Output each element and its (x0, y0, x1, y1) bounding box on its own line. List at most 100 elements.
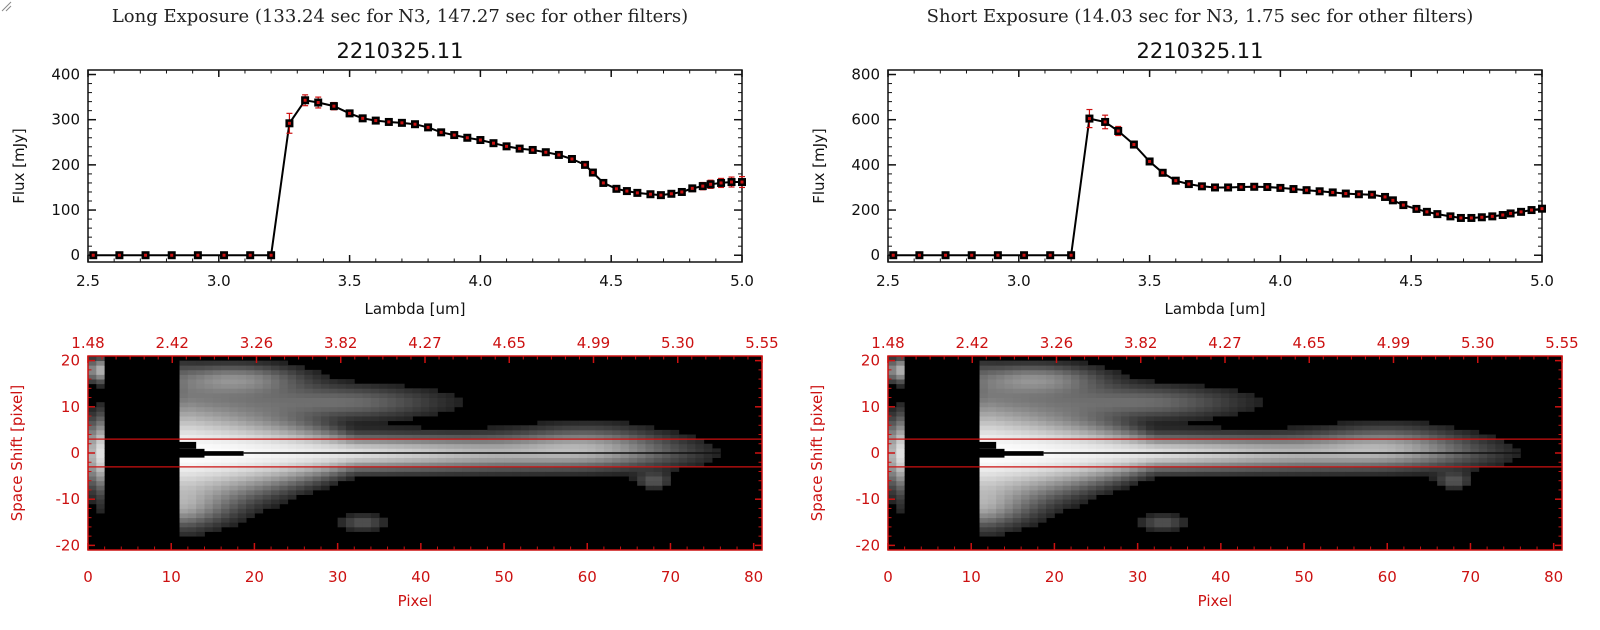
right-image-pixel (1012, 425, 1022, 431)
left-image-pixel (445, 453, 455, 459)
right-image-pixel (1154, 429, 1163, 435)
left-image-pixel (204, 392, 214, 398)
left-image-pixel (246, 494, 255, 500)
right-image-pixel (1129, 434, 1139, 440)
left-image-pixel (387, 466, 397, 472)
left-data-point-core (196, 253, 200, 257)
right-image-pixel (1162, 462, 1172, 468)
right-image-pixel (1046, 485, 1055, 491)
left-image-pixel (221, 411, 230, 417)
left-image-pixel (695, 448, 705, 454)
left-image-pixel (570, 425, 580, 431)
left-image-pixel (137, 379, 147, 385)
right-image-pixel (1087, 453, 1097, 459)
right-image-pixel (1062, 439, 1072, 445)
left-image-pixel (445, 392, 455, 398)
left-image-pixel (595, 457, 605, 463)
right-image-pixel (1071, 457, 1080, 463)
right-image-pixel (954, 369, 964, 375)
left-image-pixel (512, 443, 522, 449)
right-image-pixel (1046, 476, 1055, 482)
left-image-pixel (304, 434, 314, 440)
left-image-pixel (162, 429, 172, 435)
right-image-pixel (946, 545, 955, 551)
left-image-top-tick-label: 4.99 (577, 334, 610, 352)
left-image-pixel (512, 462, 522, 468)
right-image-pixel (888, 379, 897, 385)
right-image-pixel (1054, 374, 1064, 380)
right-data-point-core (1383, 195, 1387, 199)
right-image-pixel (1145, 392, 1155, 398)
left-image-pixel (237, 517, 247, 523)
left-image-pixel (287, 374, 297, 380)
right-image-pixel (1054, 406, 1064, 412)
right-image-pixel (937, 388, 947, 394)
left-image-pixel (712, 453, 721, 459)
right-image-pixel (1179, 425, 1188, 431)
right-image-pixel (946, 429, 955, 435)
right-image-pixel (971, 517, 980, 523)
right-image-pixel (888, 471, 897, 477)
left-image-pixel (320, 466, 330, 472)
left-image-pixel (104, 536, 114, 542)
left-image-pixel (137, 517, 147, 523)
right-image-pixel (1162, 383, 1172, 389)
left-image-pixel (221, 443, 230, 449)
right-image-pixel (979, 392, 989, 398)
left-image-pixel (670, 434, 680, 440)
left-image-pixel (254, 383, 264, 389)
left-image-pixel (362, 383, 372, 389)
right-image-pixel (1012, 476, 1022, 482)
left-image-pixel (395, 466, 405, 472)
right-image-pixel (937, 536, 947, 542)
right-image-pixel (1329, 471, 1338, 477)
right-image-pixel (1071, 425, 1080, 431)
left-image-pixel (312, 466, 322, 472)
left-image-pixel (553, 443, 563, 449)
right-image-pixel (1004, 489, 1014, 495)
left-image-pixel (271, 374, 280, 380)
resize-grip-icon[interactable] (0, 0, 12, 12)
right-image-pixel (1037, 425, 1047, 431)
right-image-pixel (1037, 388, 1047, 394)
right-image-pixel (1046, 513, 1055, 519)
right-image-pixel (946, 374, 955, 380)
right-image-pixel (1012, 383, 1022, 389)
left-image-pixel (88, 411, 97, 417)
left-image-pixel (395, 425, 405, 431)
right-data-point-core (1087, 117, 1091, 121)
right-image-pixel (1062, 443, 1072, 449)
left-image-pixel (146, 517, 155, 523)
right-image-pixel (888, 416, 897, 422)
left-image-pixel (287, 434, 297, 440)
left-image-pixel (137, 365, 147, 371)
right-image-pixel (1212, 453, 1222, 459)
left-image-pixel (387, 425, 397, 431)
right-image-pixel (888, 480, 897, 486)
left-image-pixel (88, 494, 97, 500)
right-image-pixel (1071, 397, 1080, 403)
right-image-pixel (1262, 448, 1272, 454)
left-image-pixel (129, 457, 139, 463)
left-image-pixel (437, 462, 447, 468)
left-image-pixel (171, 513, 180, 519)
left-image-pixel (487, 439, 497, 445)
right-image-pixel (1096, 448, 1105, 454)
left-image-pixel (395, 434, 405, 440)
left-image-pixel (578, 443, 588, 449)
left-image-pixel (104, 416, 114, 422)
right-image-pixel (1054, 489, 1064, 495)
left-image-pixel (112, 508, 122, 514)
right-image-pixel (1229, 429, 1238, 435)
left-image-pixel (296, 388, 305, 394)
left-image-pixel (329, 476, 339, 482)
right-image-pixel (1062, 448, 1072, 454)
left-image-pixel (171, 383, 180, 389)
right-image-pixel (1120, 416, 1130, 422)
left-data-point-core (544, 150, 548, 154)
right-ytick-label: 400 (851, 156, 880, 174)
right-image-pixel (996, 425, 1005, 431)
left-image-pixel (479, 457, 488, 463)
left-image-pixel (162, 434, 172, 440)
right-image-pixel (1279, 466, 1288, 472)
